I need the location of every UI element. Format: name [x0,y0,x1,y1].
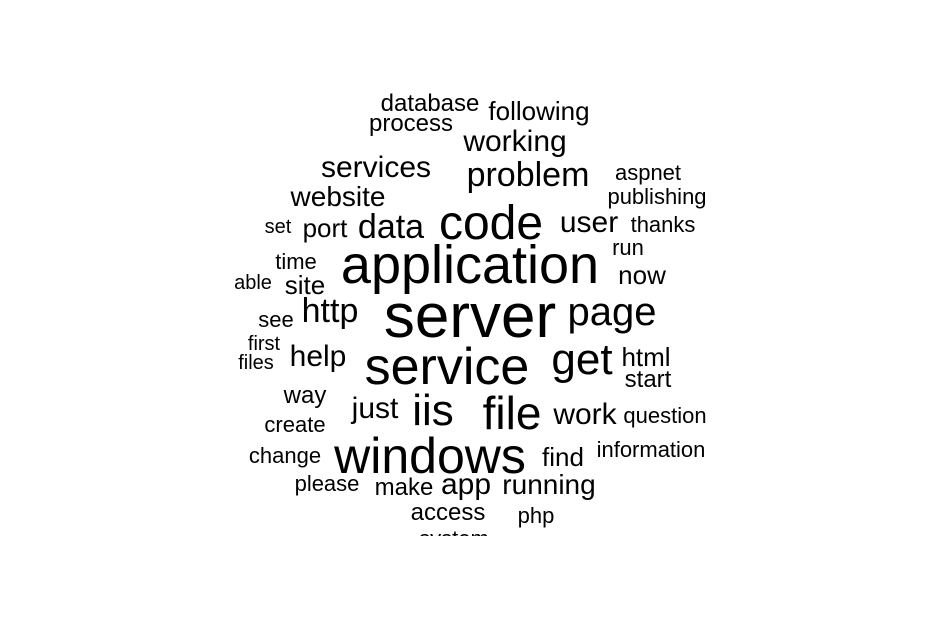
word-problem: problem [466,156,590,194]
word-port: port [302,213,348,243]
word-system: system [419,528,489,537]
word-process: process [368,110,454,137]
word-running: running [502,469,596,500]
word-site: site [284,270,326,300]
word-service: service [364,338,530,396]
word-database: database [380,90,480,117]
word-html: html [621,342,671,372]
word-code: code [438,197,544,250]
word-application: application [340,235,600,295]
word-run: run [612,235,644,260]
word-website: website [290,181,386,212]
word-make: make [374,474,434,501]
word-app: app [440,468,492,501]
word-following: following [488,96,590,126]
word-working: working [463,125,567,158]
word-http: http [301,292,359,330]
word-files: files [238,352,274,374]
word-server: server [383,282,557,351]
word-iis: iis [412,386,454,435]
word-please: please [294,471,360,496]
word-change: change [248,443,322,468]
word-first: first [247,333,281,355]
word-publishing: publishing [607,184,707,209]
word-set: set [264,216,292,238]
word-services: services [320,151,432,184]
word-find: find [542,442,584,472]
word-data: data [357,208,425,246]
word-question: question [623,403,707,428]
word-thanks: thanks [630,212,696,237]
word-cloud-area: server application service code windows file g… [234,90,707,537]
word-access: access [410,499,486,526]
word-help: help [289,340,347,373]
word-way: way [283,382,327,409]
word-work: work [553,398,617,431]
word-user: user [559,206,619,239]
word-windows: windows [334,428,526,484]
word-see: see [258,307,294,332]
word-just: just [351,392,399,425]
word-now: now [618,260,666,290]
word-start: start [624,366,672,393]
word-php: php [517,503,555,528]
word-aspnet: aspnet [614,160,682,185]
word-able: able [234,272,272,294]
word-page: page [567,290,657,334]
word-file: file [482,387,542,439]
word-information: information [596,437,706,462]
word-time: time [275,249,317,274]
word-get: get [551,335,613,384]
word-create: create [264,412,326,437]
